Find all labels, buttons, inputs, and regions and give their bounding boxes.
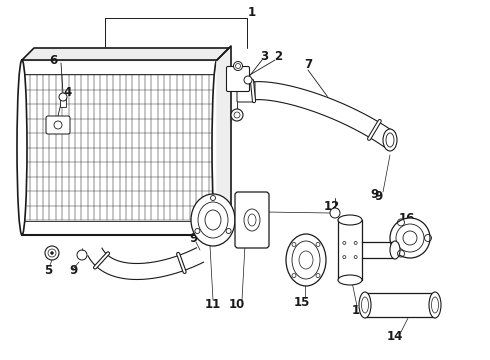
Polygon shape bbox=[338, 220, 362, 280]
Text: 10: 10 bbox=[229, 297, 245, 310]
Ellipse shape bbox=[383, 129, 397, 151]
Circle shape bbox=[244, 76, 252, 84]
Text: 14: 14 bbox=[387, 330, 403, 343]
Text: 3: 3 bbox=[260, 50, 268, 63]
Polygon shape bbox=[22, 48, 229, 60]
Polygon shape bbox=[362, 242, 395, 258]
Circle shape bbox=[390, 218, 430, 258]
Polygon shape bbox=[88, 248, 203, 279]
Text: 12: 12 bbox=[324, 201, 340, 213]
Ellipse shape bbox=[17, 60, 27, 235]
Text: 8: 8 bbox=[136, 266, 144, 279]
Text: 9: 9 bbox=[216, 123, 224, 136]
Ellipse shape bbox=[390, 241, 400, 259]
Text: 9: 9 bbox=[374, 190, 382, 203]
Polygon shape bbox=[245, 82, 395, 147]
Circle shape bbox=[231, 109, 243, 121]
FancyBboxPatch shape bbox=[22, 60, 217, 235]
Text: 13: 13 bbox=[352, 303, 368, 316]
Circle shape bbox=[50, 252, 53, 255]
FancyBboxPatch shape bbox=[60, 97, 66, 107]
FancyBboxPatch shape bbox=[235, 192, 269, 248]
Text: 4: 4 bbox=[64, 85, 72, 99]
Text: 9: 9 bbox=[69, 264, 77, 276]
Ellipse shape bbox=[191, 194, 235, 246]
Text: 15: 15 bbox=[294, 296, 310, 309]
Circle shape bbox=[234, 62, 243, 71]
FancyBboxPatch shape bbox=[46, 116, 70, 134]
Polygon shape bbox=[217, 46, 231, 235]
Ellipse shape bbox=[338, 275, 362, 285]
Ellipse shape bbox=[205, 210, 221, 230]
Ellipse shape bbox=[286, 234, 326, 286]
Ellipse shape bbox=[338, 215, 362, 225]
Circle shape bbox=[330, 208, 340, 218]
Text: 2: 2 bbox=[274, 50, 282, 63]
Text: 5: 5 bbox=[44, 264, 52, 276]
Ellipse shape bbox=[429, 292, 441, 318]
Ellipse shape bbox=[359, 292, 371, 318]
FancyBboxPatch shape bbox=[226, 67, 249, 91]
Text: 1: 1 bbox=[248, 6, 256, 19]
Circle shape bbox=[403, 231, 417, 245]
Text: 9: 9 bbox=[370, 189, 378, 202]
FancyBboxPatch shape bbox=[237, 82, 255, 102]
Text: 16: 16 bbox=[399, 211, 415, 225]
Text: 6: 6 bbox=[49, 54, 57, 67]
Ellipse shape bbox=[212, 60, 222, 235]
Text: 7: 7 bbox=[304, 58, 312, 72]
Text: 9: 9 bbox=[218, 122, 226, 135]
Circle shape bbox=[45, 246, 59, 260]
Circle shape bbox=[59, 93, 67, 101]
Text: 9: 9 bbox=[189, 231, 197, 244]
Polygon shape bbox=[365, 293, 435, 317]
Text: 11: 11 bbox=[205, 297, 221, 310]
